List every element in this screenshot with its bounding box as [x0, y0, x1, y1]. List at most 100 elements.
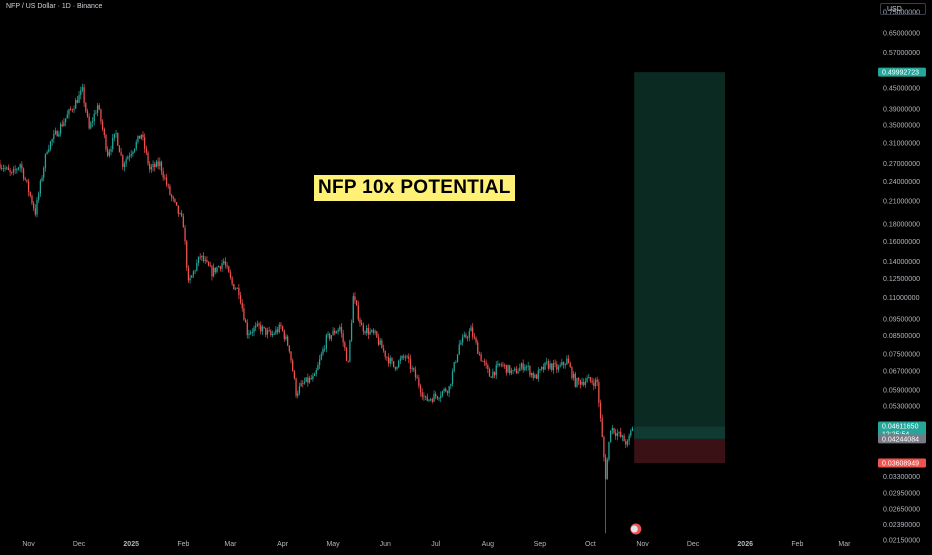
- candle: [344, 340, 346, 352]
- candle-body: [73, 108, 75, 110]
- candle-body: [110, 149, 112, 152]
- candle: [372, 328, 375, 335]
- event-markers[interactable]: [630, 523, 642, 535]
- candle-body: [187, 267, 190, 281]
- candle: [256, 320, 259, 327]
- candle: [509, 365, 511, 376]
- candle: [150, 164, 153, 173]
- entry-price-badge-value: 0.04244084: [882, 436, 919, 443]
- candle: [578, 376, 580, 385]
- candle-body: [562, 362, 565, 365]
- candle: [371, 329, 373, 333]
- candle: [359, 317, 361, 327]
- candle: [19, 163, 21, 172]
- candle-body: [12, 169, 15, 173]
- candle-body: [159, 161, 161, 167]
- candle-body: [436, 396, 439, 399]
- candle-body: [379, 340, 381, 345]
- candle: [546, 357, 548, 366]
- candle-body: [357, 305, 359, 320]
- candle-body: [510, 370, 513, 374]
- candle-body: [273, 333, 275, 335]
- candle-body: [2, 167, 5, 169]
- candle-body: [118, 145, 121, 153]
- candle-body: [461, 336, 464, 343]
- y-tick-label: 0.06700000: [883, 368, 920, 375]
- candle-body: [387, 357, 390, 364]
- candle: [174, 198, 176, 204]
- candle-body: [182, 216, 184, 228]
- candle: [130, 149, 132, 159]
- candle-body: [611, 427, 613, 431]
- x-tick-label: Mar: [838, 541, 851, 548]
- candle-body: [409, 358, 412, 369]
- candle-body: [493, 371, 496, 376]
- candle-body: [337, 329, 339, 332]
- candle: [43, 166, 45, 182]
- candle: [493, 371, 496, 379]
- time-axis[interactable]: Nov Dec 2025 Feb Mar Apr May Jun Jul Aug Sep Oct Nov…: [22, 541, 851, 548]
- candle: [276, 326, 279, 335]
- candle: [426, 393, 428, 402]
- candle: [361, 319, 363, 326]
- candle: [26, 179, 28, 184]
- candle-body: [241, 303, 243, 309]
- candle-body: [271, 333, 274, 336]
- candle: [80, 86, 82, 100]
- candle-body: [467, 337, 469, 339]
- candle-body: [63, 122, 65, 127]
- candle: [349, 339, 351, 363]
- headline-annotation: NFP 10x POTENTIAL: [314, 175, 515, 201]
- price-axis[interactable]: 0.75000000 0.65000000 0.57000000 0.45000000…: [883, 9, 920, 544]
- candle: [519, 363, 521, 372]
- candle-body: [504, 364, 506, 366]
- candle: [300, 380, 302, 387]
- candle: [325, 333, 327, 353]
- candle: [44, 153, 47, 172]
- candle-body: [250, 332, 252, 334]
- candle: [135, 139, 137, 151]
- candle: [482, 360, 484, 362]
- candle-body: [625, 441, 627, 445]
- candle-body: [105, 134, 107, 150]
- candle-body: [426, 396, 428, 401]
- candle-body: [27, 181, 30, 193]
- y-tick-label: 0.21000000: [883, 199, 920, 206]
- candle-body: [218, 266, 220, 268]
- candle: [562, 361, 565, 369]
- y-tick-label: 0.31000000: [883, 141, 920, 148]
- candle-body: [36, 199, 38, 215]
- candle: [389, 355, 391, 367]
- candle-body: [367, 327, 370, 335]
- candle-body: [332, 330, 334, 336]
- candle-body: [359, 319, 361, 324]
- currency-selector[interactable]: USD: [880, 3, 926, 15]
- candle-body: [361, 323, 363, 326]
- candle: [525, 364, 528, 372]
- candle: [364, 330, 366, 335]
- candle: [347, 360, 349, 363]
- candle: [204, 256, 206, 265]
- candle-body: [546, 361, 548, 363]
- candle: [7, 164, 10, 171]
- candle: [258, 322, 260, 330]
- candle: [567, 354, 570, 364]
- candle-body: [81, 87, 84, 91]
- candle-body: [76, 100, 79, 103]
- candle-body: [530, 373, 533, 376]
- candle-body: [155, 161, 158, 168]
- candle-body: [317, 365, 319, 371]
- candle: [201, 255, 203, 262]
- candle: [70, 106, 72, 111]
- candle-body: [534, 374, 536, 378]
- candle-body: [522, 363, 524, 370]
- candle: [335, 330, 338, 334]
- position-tool[interactable]: [634, 72, 726, 463]
- candle-body: [4, 168, 6, 170]
- candle: [552, 360, 555, 374]
- candle: [369, 328, 371, 336]
- candle: [524, 363, 526, 372]
- candle-body: [458, 344, 460, 355]
